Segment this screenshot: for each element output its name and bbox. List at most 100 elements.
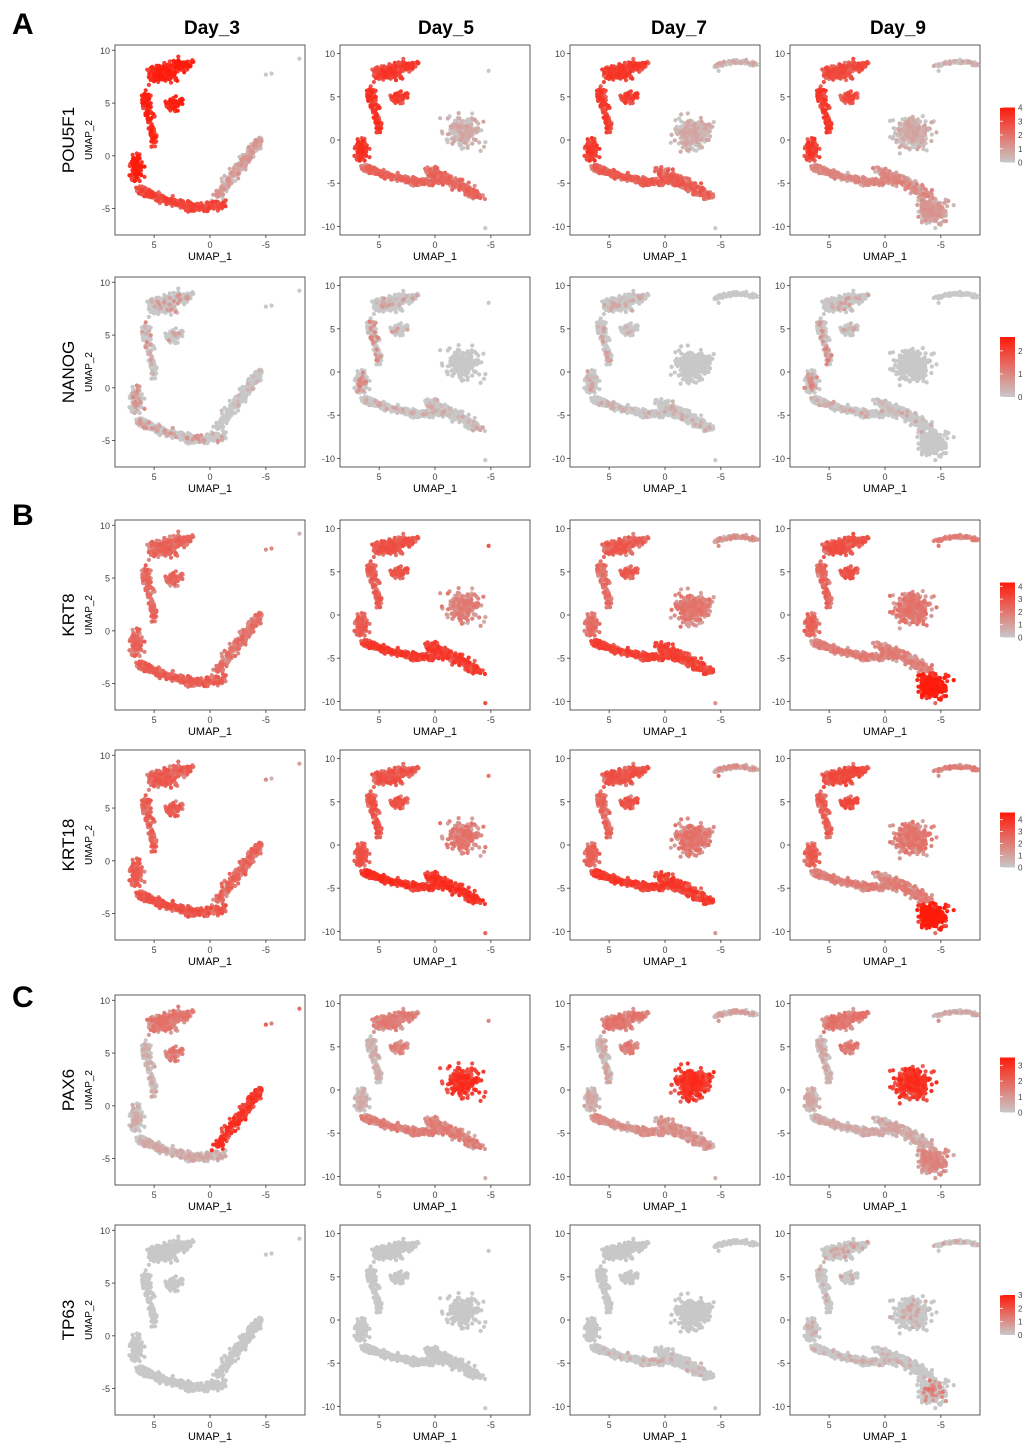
cell-point	[916, 144, 922, 149]
cell-point	[472, 137, 478, 142]
y-tick-label: 0	[330, 136, 335, 146]
cell-point	[921, 138, 926, 143]
cell-point	[915, 126, 920, 131]
cell-point	[929, 120, 934, 125]
x-axis-label: UMAP_1	[643, 251, 687, 263]
cell-point	[695, 184, 701, 189]
cell-point	[356, 140, 361, 145]
cell-point	[241, 155, 246, 160]
y-tick-label: -10	[322, 222, 335, 232]
cell-point	[166, 68, 171, 73]
cell-point	[685, 148, 690, 153]
cell-point	[220, 192, 226, 197]
cell-point	[416, 61, 421, 66]
cell-point	[366, 98, 371, 103]
cell-point	[625, 93, 630, 98]
cell-point	[600, 168, 606, 173]
cell-point	[182, 70, 187, 75]
cell-point	[360, 149, 365, 154]
cell-point	[379, 173, 384, 178]
cell-point	[465, 145, 470, 150]
cell-point	[483, 140, 488, 145]
cell-point	[173, 94, 178, 99]
cell-point	[135, 154, 140, 159]
cell-point	[586, 145, 591, 150]
cell-point	[442, 170, 448, 175]
cell-point	[477, 140, 482, 145]
y-tick-label: 0	[560, 136, 565, 146]
cell-point	[672, 182, 677, 188]
cell-point	[936, 62, 941, 67]
cell-point	[142, 92, 147, 97]
y-tick-label: 10	[555, 49, 565, 59]
cell-point	[147, 71, 152, 76]
cell-point	[706, 191, 711, 196]
cell-point	[248, 155, 253, 160]
cell-point	[933, 226, 938, 231]
cell-point	[376, 121, 381, 126]
cell-point	[589, 136, 594, 141]
cell-point	[382, 176, 387, 181]
cell-point	[666, 168, 671, 173]
cell-point	[926, 206, 931, 211]
cell-point	[673, 126, 678, 132]
cell-point	[243, 163, 248, 169]
cell-point	[457, 178, 462, 183]
y-tick-label: -10	[552, 222, 565, 232]
cell-point	[147, 96, 152, 101]
cell-point	[897, 121, 902, 126]
y-tick-label: 5	[105, 99, 110, 109]
cell-point	[127, 173, 132, 178]
x-tick-label: 0	[432, 240, 437, 250]
y-tick-label: 0	[780, 136, 785, 146]
cell-point	[676, 183, 681, 188]
cell-point	[455, 124, 460, 129]
cell-point	[174, 201, 179, 206]
y-axis-label: UMAP_2	[84, 120, 95, 160]
cell-point	[585, 149, 590, 154]
cell-point	[373, 167, 378, 172]
cell-point	[699, 119, 704, 124]
cell-point	[403, 67, 408, 72]
cell-point	[439, 129, 444, 134]
cell-point	[358, 145, 363, 150]
cell-point	[263, 72, 268, 77]
cell-point	[458, 131, 463, 136]
y-tick-label: -5	[557, 179, 565, 189]
cell-point	[693, 181, 698, 186]
cell-point	[899, 143, 904, 148]
cell-point	[910, 139, 915, 144]
cell-point	[623, 176, 628, 181]
cell-point	[451, 182, 456, 188]
cell-point	[200, 204, 205, 209]
cell-point	[395, 99, 400, 104]
cell-point	[176, 54, 181, 59]
cell-point	[582, 153, 588, 158]
cell-point	[440, 174, 445, 180]
cell-point	[373, 94, 378, 100]
cell-point	[431, 173, 436, 178]
cell-point	[472, 183, 477, 188]
cell-point	[177, 59, 182, 64]
cell-point	[920, 201, 926, 206]
cell-point	[486, 68, 491, 73]
cell-point	[134, 175, 139, 180]
cell-point	[598, 95, 603, 100]
cell-point	[151, 112, 156, 117]
cell-point	[156, 77, 162, 82]
cell-point	[897, 151, 902, 156]
cell-point	[951, 59, 957, 64]
cell-point	[457, 116, 462, 121]
cell-point	[716, 68, 721, 73]
cell-point	[206, 205, 211, 210]
cell-point	[594, 144, 599, 149]
cell-point	[683, 142, 688, 147]
cell-point	[153, 135, 158, 140]
cell-point	[472, 128, 477, 133]
cell-point	[612, 169, 617, 174]
cell-point	[700, 188, 705, 193]
cell-point	[937, 212, 942, 217]
cell-point	[175, 108, 180, 113]
cell-point	[220, 179, 225, 184]
